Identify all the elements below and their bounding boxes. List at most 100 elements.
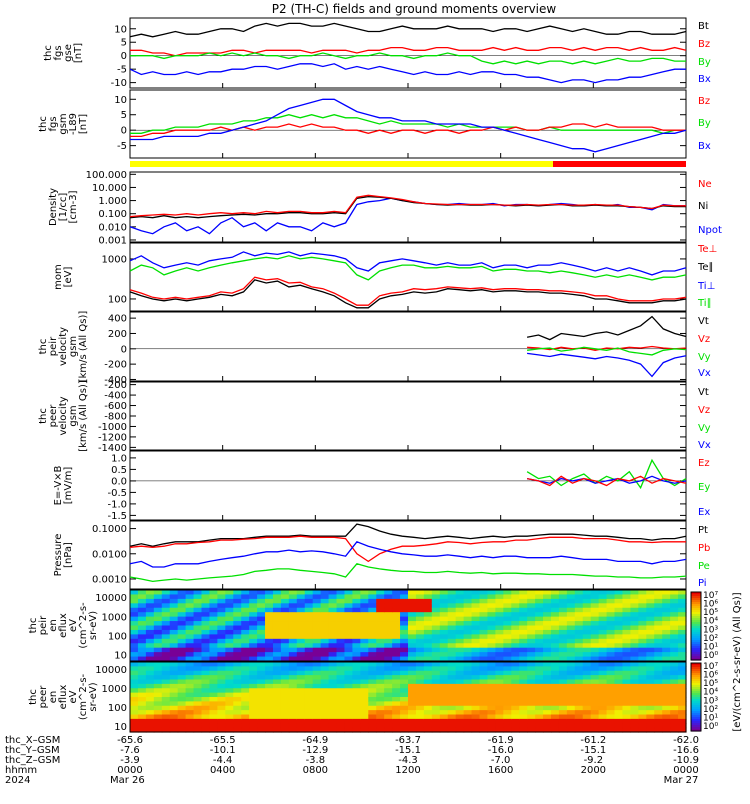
spectrogram-cell bbox=[670, 607, 679, 613]
y-axis-label: fgs bbox=[53, 45, 64, 60]
spectrogram-cell bbox=[415, 675, 425, 681]
spectrogram-cell bbox=[193, 652, 203, 658]
spectrogram-cell bbox=[249, 590, 258, 596]
spectrogram-cell bbox=[328, 692, 338, 698]
series-fgs_gse-Bt bbox=[129, 22, 687, 38]
spectrogram-cell bbox=[495, 652, 504, 658]
spectrogram-cell bbox=[431, 718, 441, 724]
spectrogram-cell bbox=[527, 634, 536, 640]
spectrogram-cell bbox=[320, 598, 330, 604]
spectrogram-cell bbox=[137, 647, 147, 653]
spectrogram-cell bbox=[455, 675, 465, 681]
x-axis-value: 0400 bbox=[210, 765, 235, 776]
colorbar-tick-label: 10⁵ bbox=[703, 679, 718, 689]
spectrogram-cell bbox=[352, 670, 361, 676]
spectrogram-cell bbox=[447, 634, 457, 640]
spectrogram-cell bbox=[217, 714, 226, 720]
legend-density-1: Ni bbox=[698, 201, 708, 212]
spectrogram-cell bbox=[336, 634, 346, 640]
spectrogram-cell bbox=[384, 718, 393, 724]
spectrogram-cell bbox=[161, 629, 171, 635]
spectrogram-cell bbox=[646, 697, 655, 702]
spectrogram-cell bbox=[622, 662, 631, 667]
spectrogram-cell bbox=[678, 718, 687, 724]
spectrogram-cell bbox=[161, 710, 171, 716]
y-tick-label: 10 bbox=[114, 95, 127, 106]
spectrogram-cell bbox=[336, 662, 346, 667]
spectrogram-cell bbox=[169, 625, 179, 631]
spectrogram-cell bbox=[193, 607, 203, 613]
spectrogram-cell bbox=[527, 697, 536, 702]
spectrogram-cell bbox=[241, 638, 250, 644]
spectrogram-cell bbox=[455, 616, 465, 622]
spectrogram-cell bbox=[511, 629, 520, 635]
spectrogram-cell bbox=[574, 638, 584, 644]
spectrogram-cell bbox=[272, 616, 282, 622]
legend-fgs_gsm-0: Bz bbox=[698, 96, 710, 107]
spectrogram-cell bbox=[153, 701, 163, 707]
spectrogram-cell bbox=[217, 594, 226, 600]
spectrogram-cell bbox=[392, 598, 401, 604]
spectrogram-cell bbox=[257, 621, 266, 627]
spectrogram-cell bbox=[662, 616, 671, 622]
spectrogram-cell bbox=[201, 705, 211, 711]
spectrogram-cell bbox=[574, 670, 584, 676]
colorbar-tick-label: 10⁷ bbox=[703, 662, 718, 672]
spectrogram-cell bbox=[582, 692, 592, 698]
spectrogram-cell bbox=[630, 647, 639, 653]
spectrogram-cell bbox=[503, 621, 512, 627]
spectrogram-cell bbox=[487, 652, 496, 658]
spectrogram-cell bbox=[408, 656, 417, 662]
spectrogram-cell bbox=[503, 692, 512, 698]
spectrogram-cell bbox=[217, 638, 226, 644]
spectrogram-cell bbox=[550, 603, 560, 609]
series-peir_velocity-Vx bbox=[527, 352, 687, 378]
series-fgs_gsm-Bx bbox=[130, 98, 687, 153]
spectrogram-cell bbox=[225, 638, 234, 644]
spectrogram-cell bbox=[376, 662, 385, 667]
spectrogram-cell bbox=[376, 727, 385, 733]
spectrogram-cell bbox=[352, 607, 361, 613]
spectrogram-cell bbox=[574, 652, 584, 658]
spectrogram-cell bbox=[439, 710, 449, 716]
spectrogram-cell bbox=[265, 598, 274, 604]
spectrogram-cell bbox=[320, 643, 330, 649]
legend-efield-0: Ez bbox=[698, 458, 710, 469]
spectrogram-cell bbox=[177, 679, 187, 685]
spectrogram-cell bbox=[209, 612, 218, 618]
spectrogram-cell bbox=[638, 714, 647, 720]
spectrogram-cell bbox=[630, 670, 639, 676]
spectrogram-cell bbox=[137, 688, 147, 694]
figure-title: P2 (TH-C) fields and ground moments over… bbox=[272, 2, 557, 16]
spectrogram-cell bbox=[543, 705, 552, 711]
colorbar-tick-label: 10⁵ bbox=[703, 608, 718, 618]
spectrogram-cell bbox=[614, 692, 624, 698]
spectrogram-cell bbox=[249, 683, 258, 689]
spectrogram-cell bbox=[392, 616, 401, 622]
spectrogram-cell bbox=[606, 710, 616, 716]
spectrogram-cell bbox=[320, 692, 330, 698]
spectrogram-cell bbox=[654, 688, 663, 694]
spectrogram-cell bbox=[280, 705, 290, 711]
spectrogram-cell bbox=[368, 625, 377, 631]
colorbar-swatch bbox=[691, 695, 701, 698]
spectrogram-cell bbox=[479, 688, 489, 694]
x-axis-value: -3.8 bbox=[306, 755, 326, 766]
spectrogram-cell bbox=[519, 590, 528, 596]
legend-moms_temp-0: Te⊥ bbox=[697, 244, 717, 255]
spectrogram-cell bbox=[614, 621, 624, 627]
spectrogram-cell bbox=[574, 666, 584, 672]
spectrogram-cell bbox=[598, 714, 608, 720]
spectrogram-cell bbox=[495, 697, 504, 702]
spectrogram-cell bbox=[519, 616, 528, 622]
spectrogram-cell bbox=[614, 701, 624, 707]
spectrogram-cell bbox=[423, 666, 433, 672]
spectrogram-cell bbox=[153, 710, 163, 716]
spectrogram-cell bbox=[304, 705, 314, 711]
spectrogram-cell bbox=[535, 705, 544, 711]
spectrogram-cell bbox=[360, 714, 369, 720]
spectrogram-cell bbox=[201, 621, 211, 627]
spectrogram-cell bbox=[249, 666, 258, 672]
spectrogram-cell bbox=[328, 670, 338, 676]
spectrogram-cell bbox=[217, 607, 226, 613]
